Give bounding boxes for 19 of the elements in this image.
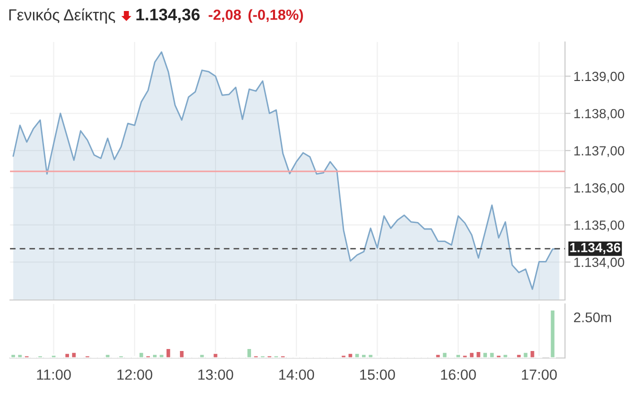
y-tick-label: 1.136,00 [574,183,624,194]
x-tick-label: 12:00 [117,369,152,380]
y-tick-label: 1.135,00 [574,220,624,232]
text: 1.134,36 [136,8,200,23]
y-tick-label: 1.137,00 [574,146,624,158]
x-tick-label: 14:00 [279,369,314,380]
text: -2,08 [208,10,241,22]
x-tick-label: 16:00 [441,369,476,380]
y-tick-label: 1.134,00 [574,258,624,269]
x-tick-label: 15:00 [360,369,395,380]
chart-title: Γενικός Δείκτης [9,8,116,24]
text: (-0,18%) [248,9,303,23]
y-tick-label: 1.138,00 [574,108,624,120]
ref-line-label: 1.134,36 [570,242,620,254]
x-tick-label: 17:00 [522,369,557,380]
y-tick-label: 1.139,00 [574,72,624,83]
text: 2.50m [574,312,612,322]
x-tick-label: 11:00 [37,369,71,380]
x-tick-label: 13:00 [198,369,234,380]
